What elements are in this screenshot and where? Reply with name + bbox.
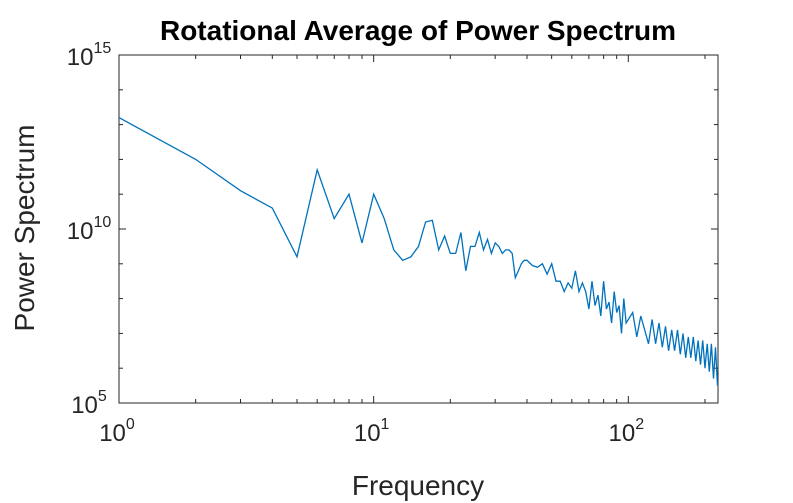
series-line (118, 117, 719, 386)
y-tick-label: 105 (71, 388, 107, 419)
axis-tick-labels: 100 101 102 105 1010 1015 (67, 40, 644, 447)
x-axis-label: Frequency (352, 470, 484, 501)
y-tick-label: 1015 (67, 40, 112, 71)
x-tick-label: 101 (354, 416, 390, 447)
plot-area-border (118, 54, 719, 404)
axis-ticks (118, 54, 718, 404)
y-axis-label: Power Spectrum (9, 125, 40, 332)
x-tick-label: 102 (609, 416, 645, 447)
x-tick-label: 100 (99, 416, 135, 447)
chart-title: Rotational Average of Power Spectrum (160, 15, 676, 46)
y-tick-label: 1010 (67, 214, 112, 245)
